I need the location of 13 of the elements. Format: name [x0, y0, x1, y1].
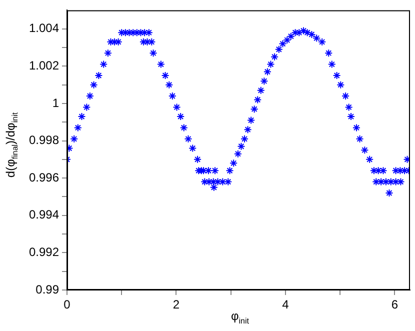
- y-tick-label: 1.002: [28, 58, 60, 72]
- x-tick-label: 2: [172, 298, 180, 312]
- y-tick-label: 0.99: [36, 282, 60, 296]
- x-tick-label: 4: [282, 298, 290, 312]
- x-axis-title: φ$_{init}$: [230, 309, 250, 326]
- y-tick-label: 0.998: [28, 133, 60, 148]
- y-tick-label: 0.994: [28, 208, 60, 222]
- y-tick-label: 1: [52, 96, 60, 110]
- y-tick-label: 0.996: [28, 170, 60, 184]
- y-tick-label: 1.004: [28, 21, 60, 36]
- y-tick-label: 0.992: [28, 245, 60, 260]
- x-tick-label: 6: [391, 298, 398, 312]
- x-tick-label: 0: [64, 298, 71, 312]
